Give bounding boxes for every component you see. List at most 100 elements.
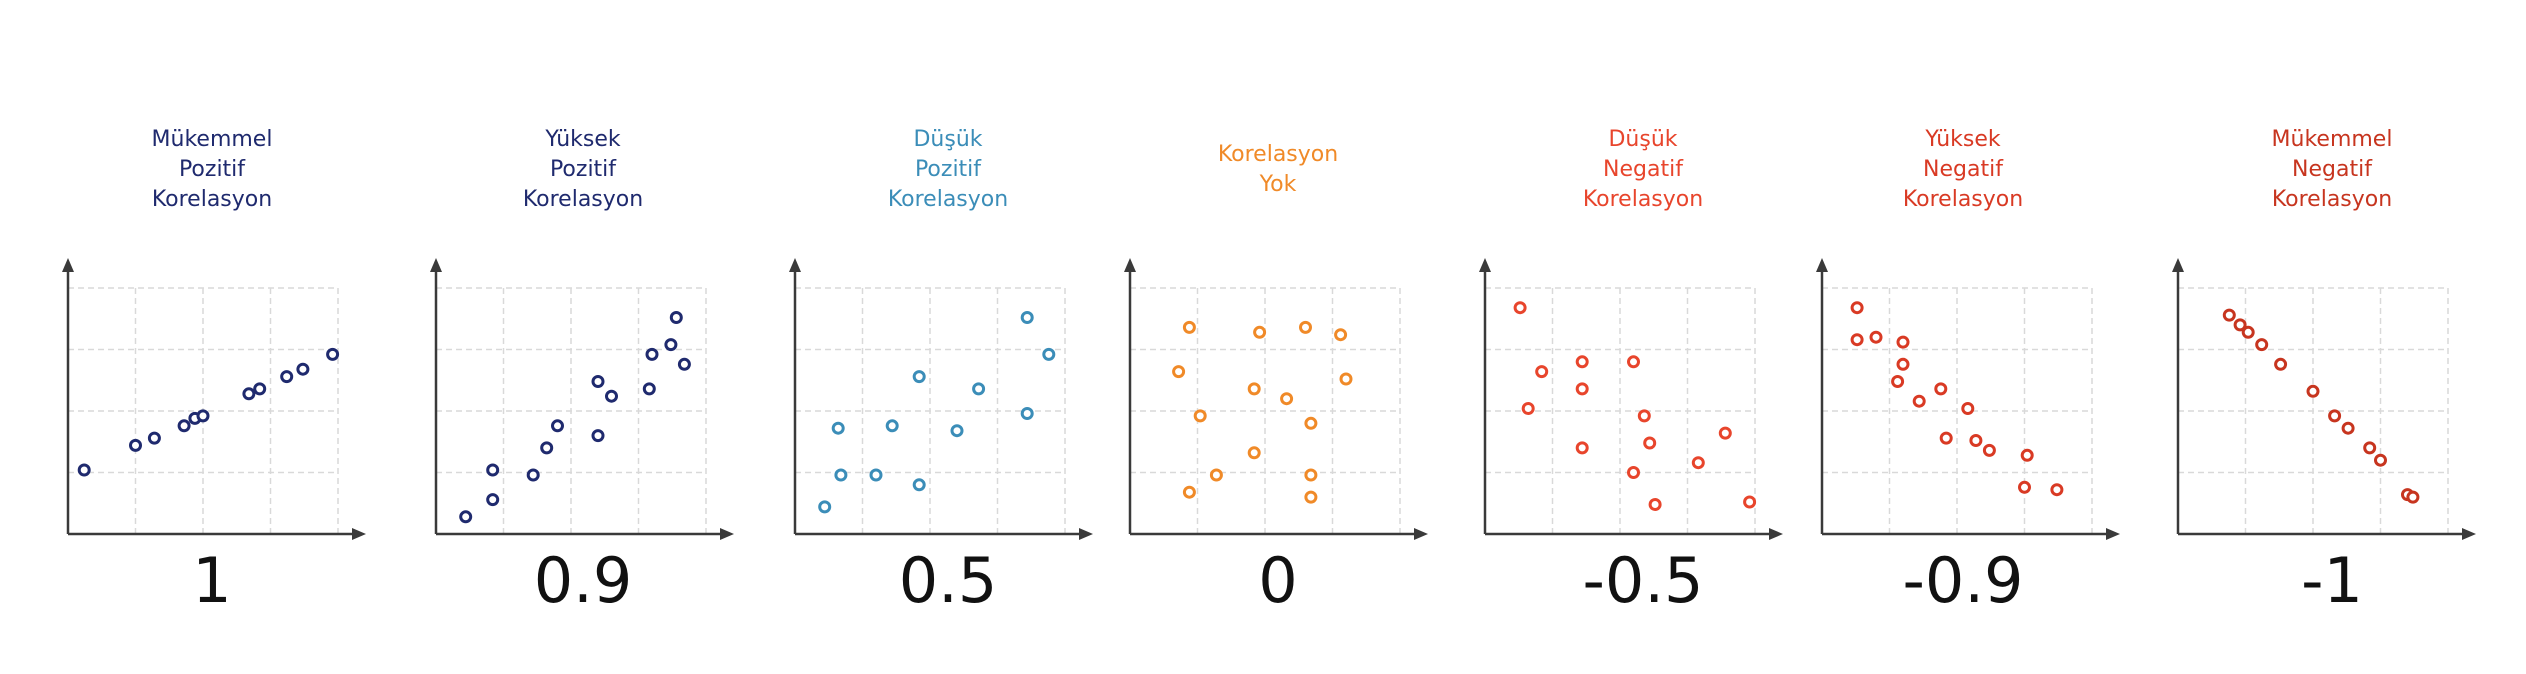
data-point (1891, 375, 1905, 388)
x-axis-arrow-icon (2462, 528, 2476, 540)
panel-title-line: Mükemmel (152, 127, 273, 152)
data-point (1627, 355, 1640, 369)
data-point (1521, 402, 1535, 415)
data-point (1627, 466, 1640, 479)
data-point (2255, 338, 2269, 352)
panel-title-line: Düşük (913, 127, 982, 152)
data-point (831, 421, 845, 435)
grid (1822, 287, 2093, 534)
panel-title-line: Korelasyon (523, 187, 643, 212)
data-point (2233, 318, 2247, 332)
panel-title-line: Korelasyon (888, 187, 1008, 212)
data-point (2406, 490, 2420, 504)
scatter-panel-6: Yüksek Negatif Korelasyon -0.9 (1816, 127, 2120, 617)
data-point (2328, 409, 2342, 423)
x-axis-arrow-icon (352, 528, 366, 540)
data-point (1193, 409, 1207, 423)
panel-title: Mükemmel Negatif Korelasyon (2272, 127, 2393, 212)
panel-title-line: Yüksek (544, 127, 621, 152)
panel-title-line: Negatif (1603, 157, 1684, 182)
data-point (196, 409, 210, 423)
data-point (1182, 485, 1196, 499)
data-point (1253, 325, 1267, 339)
data-point (645, 347, 659, 361)
panel-title-line: Pozitif (915, 157, 982, 182)
data-point (1575, 441, 1589, 455)
data-point (2018, 480, 2031, 494)
data-point (77, 463, 91, 477)
scatter-panel-7: Mükemmel Negatif Korelasyon -1 (2172, 127, 2476, 617)
data-point (1247, 446, 1261, 460)
data-point (885, 419, 899, 433)
panel-title-line: Korelasyon (1903, 187, 2023, 212)
x-axis-arrow-icon (1079, 528, 1093, 540)
correlation-value: 0.5 (899, 544, 998, 617)
data-point (642, 382, 656, 396)
grid (436, 287, 707, 534)
data-point (1042, 347, 1056, 361)
data-point (1334, 328, 1348, 342)
x-axis-arrow-icon (1769, 528, 1783, 540)
y-axis-arrow-icon (62, 258, 74, 272)
panel-title-line: Korelasyon (2272, 187, 2392, 212)
data-point (326, 347, 340, 361)
data-point (591, 429, 605, 443)
data-point (912, 478, 926, 492)
y-axis-arrow-icon (1124, 258, 1136, 272)
data-point (1182, 320, 1196, 334)
data-point (1850, 301, 1864, 315)
data-point (147, 431, 161, 445)
scatter-panel-4: Korelasyon Yok 0 (1124, 142, 1428, 617)
y-axis-arrow-icon (430, 258, 442, 272)
data-point (2363, 441, 2377, 455)
correlation-value: -1 (2301, 544, 2363, 617)
data-point (2274, 357, 2288, 371)
data-point (664, 338, 678, 352)
correlation-value: -0.5 (1583, 544, 1704, 617)
data-point (1934, 382, 1948, 396)
x-axis-arrow-icon (2106, 528, 2120, 540)
data-point (253, 382, 267, 396)
panel-title: Düşük Pozitif Korelasyon (888, 127, 1008, 212)
x-axis-arrow-icon (1414, 528, 1428, 540)
data-point (526, 468, 540, 482)
panel-title-line: Negatif (1923, 157, 2004, 182)
data-point (177, 419, 191, 433)
data-point (912, 370, 926, 384)
panel-title-line: Mükemmel (2272, 127, 2393, 152)
correlation-value: 1 (192, 544, 231, 617)
data-point (1304, 468, 1318, 482)
data-point (1969, 434, 1983, 447)
scatter-panel-3: Düşük Pozitif Korelasyon 0.5 (789, 127, 1093, 617)
panel-title-line: Korelasyon (1218, 142, 1338, 167)
data-point (1961, 402, 1975, 415)
data-point (1648, 498, 1662, 511)
data-point (129, 438, 142, 452)
data-point (2050, 483, 2064, 497)
correlation-value: 0.9 (534, 544, 633, 617)
panel-title-line: Düşük (1608, 127, 1677, 152)
data-point (1896, 335, 1910, 349)
y-axis-arrow-icon (1479, 258, 1491, 272)
data-point (1850, 333, 1864, 347)
data-point (1339, 372, 1353, 386)
grid (1130, 287, 1401, 534)
panel-title-line: Negatif (2292, 157, 2373, 182)
data-point (1912, 394, 1926, 408)
data-point (1304, 416, 1318, 430)
data-point (1299, 320, 1312, 334)
grid (1485, 287, 1756, 534)
data-point (1575, 382, 1589, 396)
y-axis-arrow-icon (1816, 258, 1828, 272)
panel-title-line: Pozitif (550, 157, 617, 182)
data-point (551, 419, 564, 433)
data-point (1209, 468, 1223, 482)
x-axis-arrow-icon (720, 528, 734, 540)
panel-title: Korelasyon Yok (1218, 142, 1338, 197)
data-point (1718, 426, 1732, 440)
panel-title: Düşük Negatif Korelasyon (1583, 127, 1703, 212)
data-point (1304, 490, 1318, 504)
data-point (1513, 301, 1527, 315)
data-point (1280, 392, 1294, 406)
